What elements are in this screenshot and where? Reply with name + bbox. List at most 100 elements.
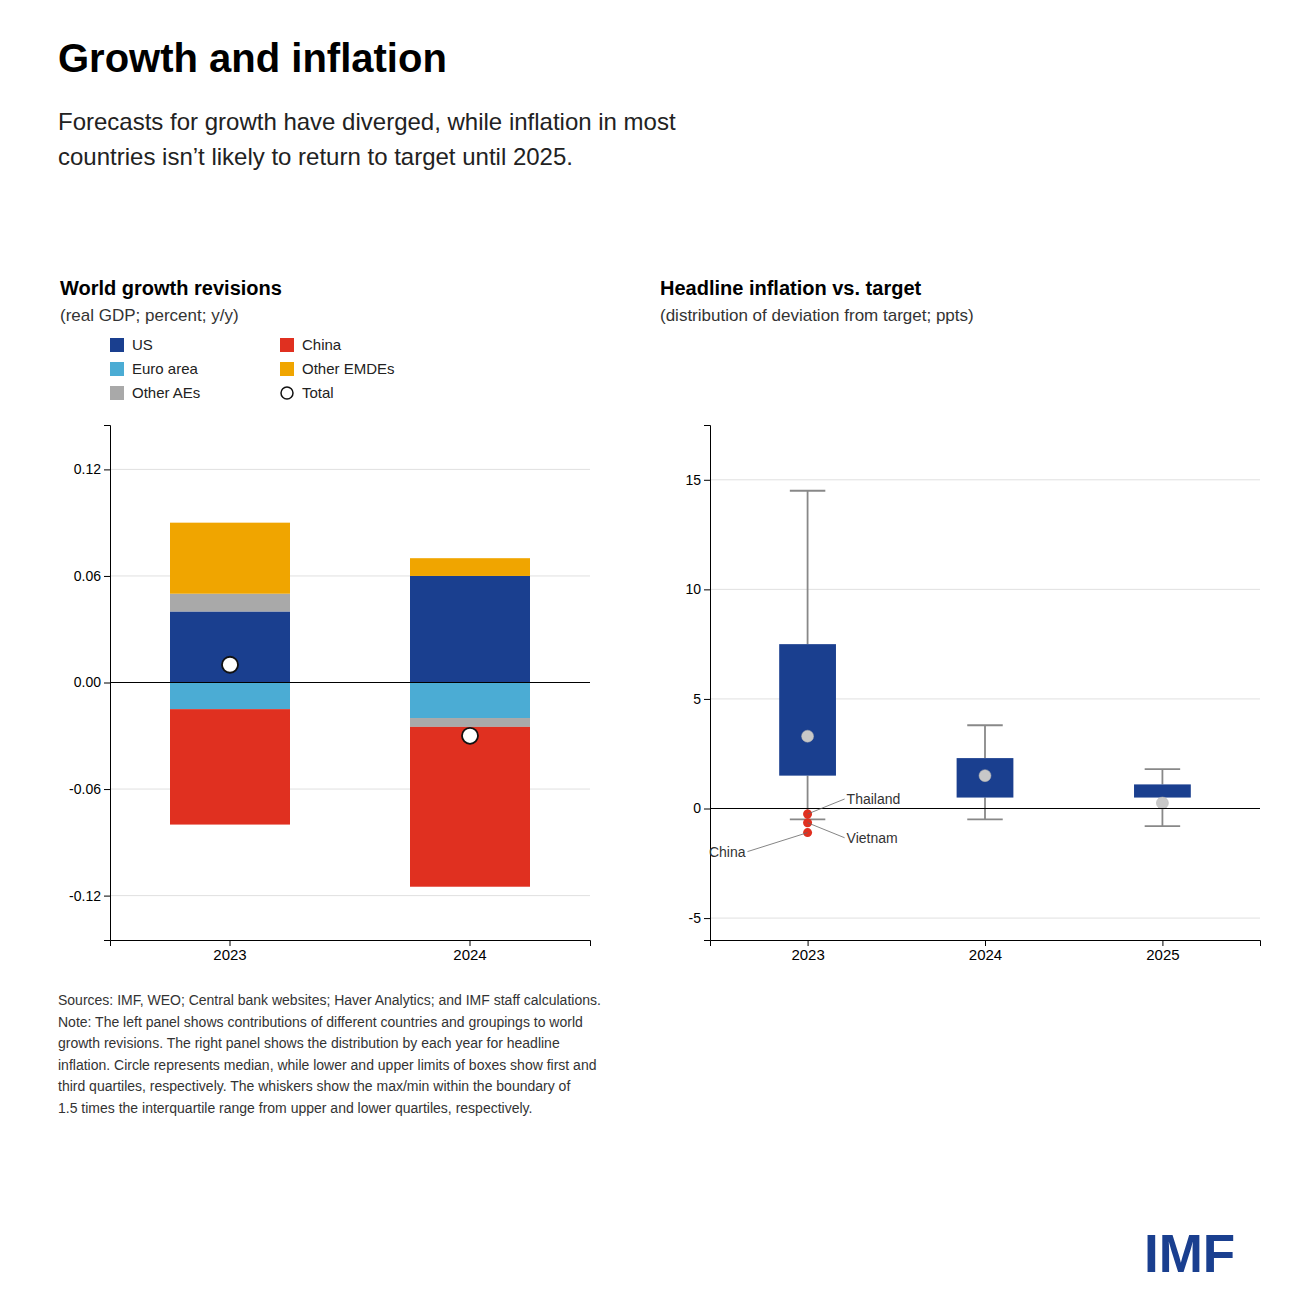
y-tick-mark <box>704 480 710 481</box>
bar-segment <box>410 727 530 887</box>
y-tick: 0.06 <box>74 568 110 584</box>
logo-text: IMF <box>1144 1224 1235 1283</box>
y-tick-label: 10 <box>685 581 701 597</box>
y-tick-mark <box>704 918 710 919</box>
bar-segment <box>170 611 290 682</box>
grid <box>110 469 590 895</box>
legend-label: Total <box>302 384 334 401</box>
legend-swatch <box>280 338 294 352</box>
bar-segment <box>410 576 530 683</box>
box-iqr <box>957 758 1014 797</box>
y-tick-mark <box>104 469 110 470</box>
box-median <box>802 730 814 742</box>
total-marker <box>462 728 478 744</box>
background <box>0 0 1300 1300</box>
legend: USEuro areaOther AEsChinaOther EMDEsTota… <box>110 336 395 401</box>
x-tick-label: 2023 <box>213 946 246 963</box>
annotation-leader <box>808 823 845 838</box>
panel-subtitle: (real GDP; percent; y/y) <box>60 306 239 325</box>
box-iqr <box>1134 784 1191 797</box>
y-tick-mark <box>104 683 110 684</box>
y-tick: -0.06 <box>69 781 110 797</box>
x-tick: 2024 <box>453 940 486 963</box>
grid <box>710 480 1260 918</box>
panel: World growth revisions (real GDP; percent… <box>60 277 591 963</box>
total-marker <box>222 657 238 673</box>
legend-item: Other AEs <box>110 384 200 401</box>
zero-line <box>710 808 1260 809</box>
footnote-line: inflation. Circle represents median, whi… <box>58 1057 596 1073</box>
y-tick-label: 0.12 <box>74 461 101 477</box>
legend-label: US <box>132 336 153 353</box>
y-tick: -0.12 <box>69 888 110 904</box>
x-tick: 2023 <box>791 940 824 963</box>
zero-line <box>110 682 590 683</box>
y-tick-mark <box>704 809 710 810</box>
whisker-cap-high <box>967 724 1002 726</box>
footnote-line: Note: The left panel shows contributions… <box>58 1014 583 1030</box>
y-tick-label: -5 <box>689 910 702 926</box>
x-tick-label: 2024 <box>453 946 486 963</box>
outlier-annotations: ThailandVietnamChina <box>709 791 900 860</box>
legend-item: Total <box>281 384 334 401</box>
whisker-high <box>807 491 809 644</box>
x-axis-line <box>111 941 591 947</box>
y-tick-label: 0.06 <box>74 568 101 584</box>
box-median <box>979 770 991 782</box>
footnote-line: 1.5 times the interquartile range from u… <box>58 1100 532 1116</box>
subtitle-line: countries isn’t likely to return to targ… <box>58 143 573 170</box>
y-tick-label: -0.06 <box>69 781 101 797</box>
legend-swatch <box>110 386 124 400</box>
grid-line <box>110 469 590 470</box>
y-tick: 0.00 <box>74 674 110 690</box>
whisker-cap-low <box>1145 825 1180 827</box>
y-tick: 10 <box>685 581 710 597</box>
whisker-high <box>1162 769 1164 784</box>
legend-swatch <box>280 362 294 376</box>
legend-item: US <box>110 336 153 353</box>
panel-title: World growth revisions <box>60 277 282 299</box>
legend-item: China <box>280 336 342 353</box>
bar-segment <box>410 683 530 719</box>
whisker-cap-low <box>967 819 1002 821</box>
annotation-label: Vietnam <box>847 830 898 846</box>
y-tick: 0 <box>693 800 710 816</box>
y-tick: 0.12 <box>74 461 110 477</box>
bar-segment <box>170 683 290 710</box>
legend-item: Euro area <box>110 360 199 377</box>
title-line: Growth and inflation <box>58 36 447 80</box>
y-axis-line <box>104 426 111 941</box>
subtitle-line: Forecasts for growth have diverged, whil… <box>58 108 676 135</box>
y-tick-mark <box>104 789 110 790</box>
x-axis: 2023 2024 <box>111 940 591 963</box>
y-tick-label: -0.12 <box>69 888 101 904</box>
box-median <box>1156 797 1168 809</box>
y-tick: 15 <box>685 472 710 488</box>
grid-line <box>710 589 1260 590</box>
x-tick: 2025 <box>1146 940 1179 963</box>
footnote-line: growth revisions. The right panel shows … <box>58 1035 560 1051</box>
legend-label: Euro area <box>132 360 199 377</box>
annotation-leader <box>808 799 845 814</box>
chart-canvas: Growth and inflation Forecasts for growth… <box>0 0 1300 1300</box>
footnote: Sources: IMF, WEO; Central bank websites… <box>58 992 601 1116</box>
y-tick-mark <box>704 589 710 590</box>
grid-line <box>710 918 1260 919</box>
grid-line <box>110 682 590 683</box>
whisker-high <box>984 725 986 758</box>
bar-segment <box>170 594 290 612</box>
annotation-label: China <box>709 844 746 860</box>
y-axis-line <box>704 426 711 941</box>
y-tick: -5 <box>689 910 710 926</box>
plot-marks <box>170 523 530 887</box>
panel-title: Headline inflation vs. target <box>660 277 922 299</box>
legend-swatch <box>110 338 124 352</box>
bar-segment <box>170 523 290 594</box>
footnote-line: Sources: IMF, WEO; Central bank websites… <box>58 992 601 1008</box>
y-tick-label: 0 <box>693 800 701 816</box>
legend-label: China <box>302 336 342 353</box>
annotation-leader <box>747 833 807 852</box>
grid-line <box>710 808 1260 809</box>
x-axis: 202320242025 <box>711 940 1261 963</box>
legend-swatch <box>281 387 293 399</box>
